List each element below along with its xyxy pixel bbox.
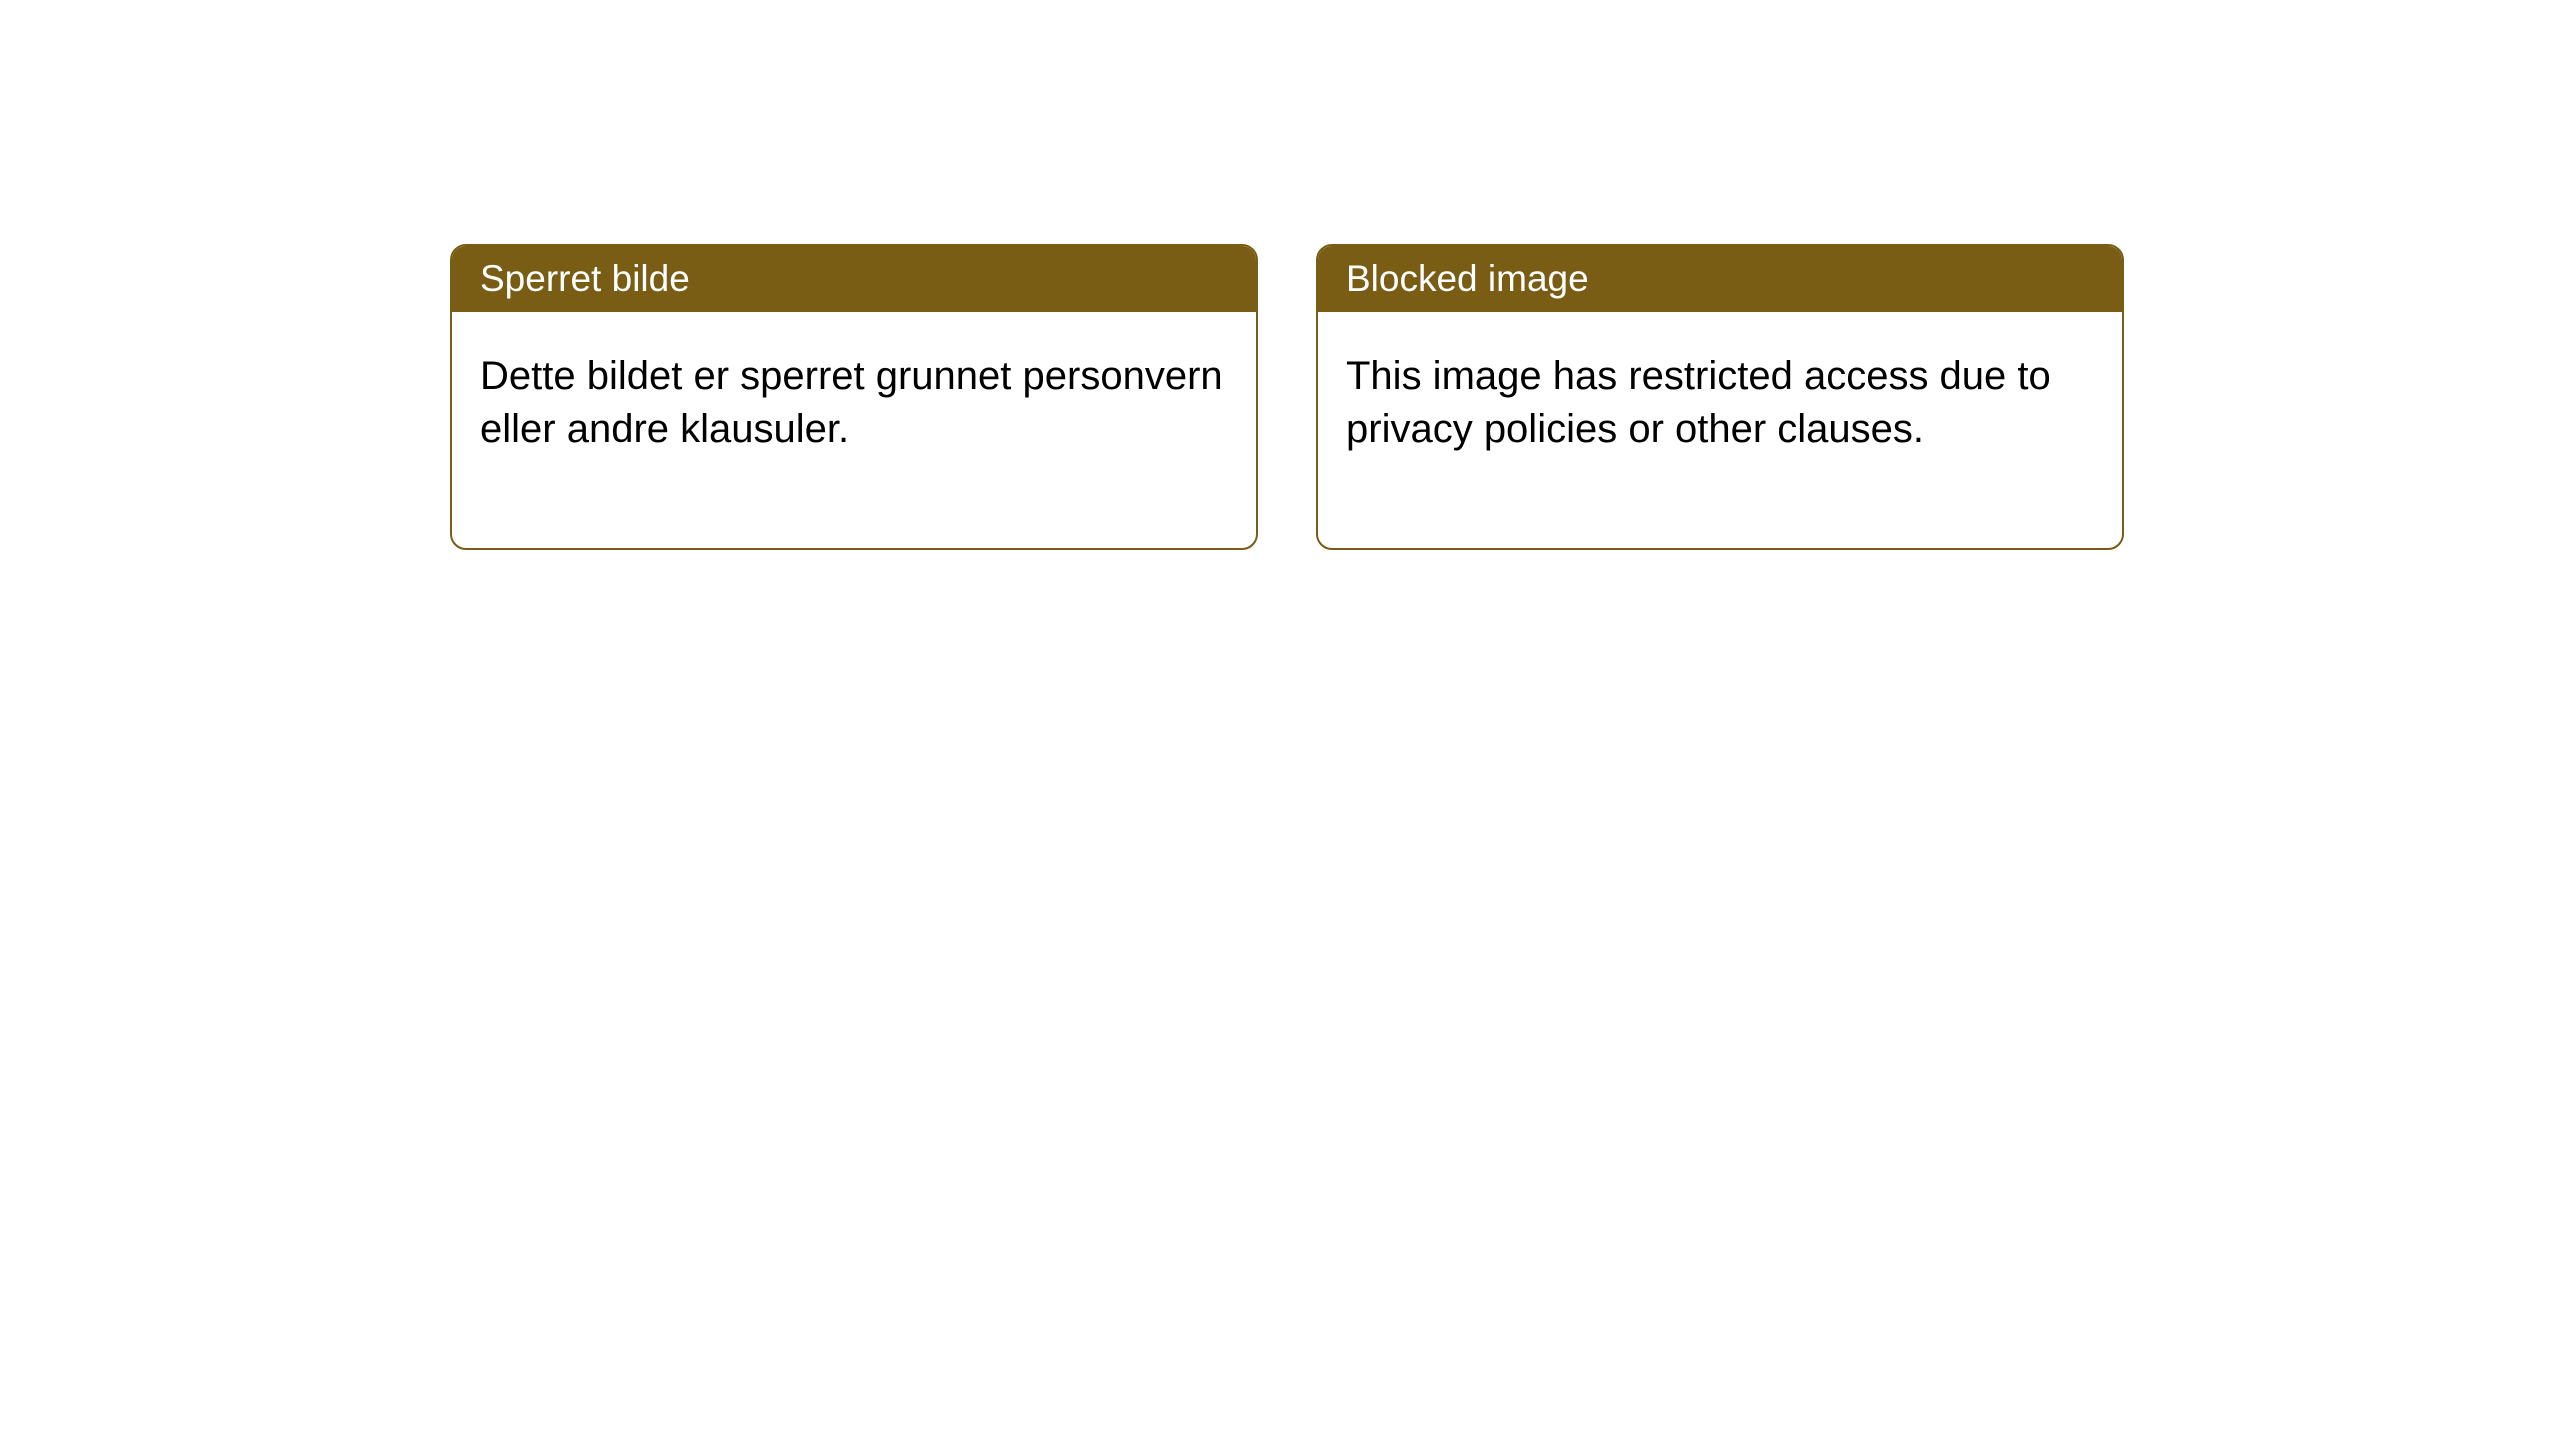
- notice-header: Blocked image: [1318, 246, 2122, 312]
- notice-title: Sperret bilde: [480, 258, 690, 299]
- notice-title: Blocked image: [1346, 258, 1589, 299]
- notice-container: Sperret bilde Dette bildet er sperret gr…: [0, 0, 2560, 550]
- notice-body: This image has restricted access due to …: [1318, 312, 2122, 548]
- notice-card-norwegian: Sperret bilde Dette bildet er sperret gr…: [450, 244, 1258, 550]
- notice-header: Sperret bilde: [452, 246, 1256, 312]
- notice-body-text: Dette bildet er sperret grunnet personve…: [480, 354, 1223, 451]
- notice-card-english: Blocked image This image has restricted …: [1316, 244, 2124, 550]
- notice-body-text: This image has restricted access due to …: [1346, 354, 2051, 451]
- notice-body: Dette bildet er sperret grunnet personve…: [452, 312, 1256, 548]
